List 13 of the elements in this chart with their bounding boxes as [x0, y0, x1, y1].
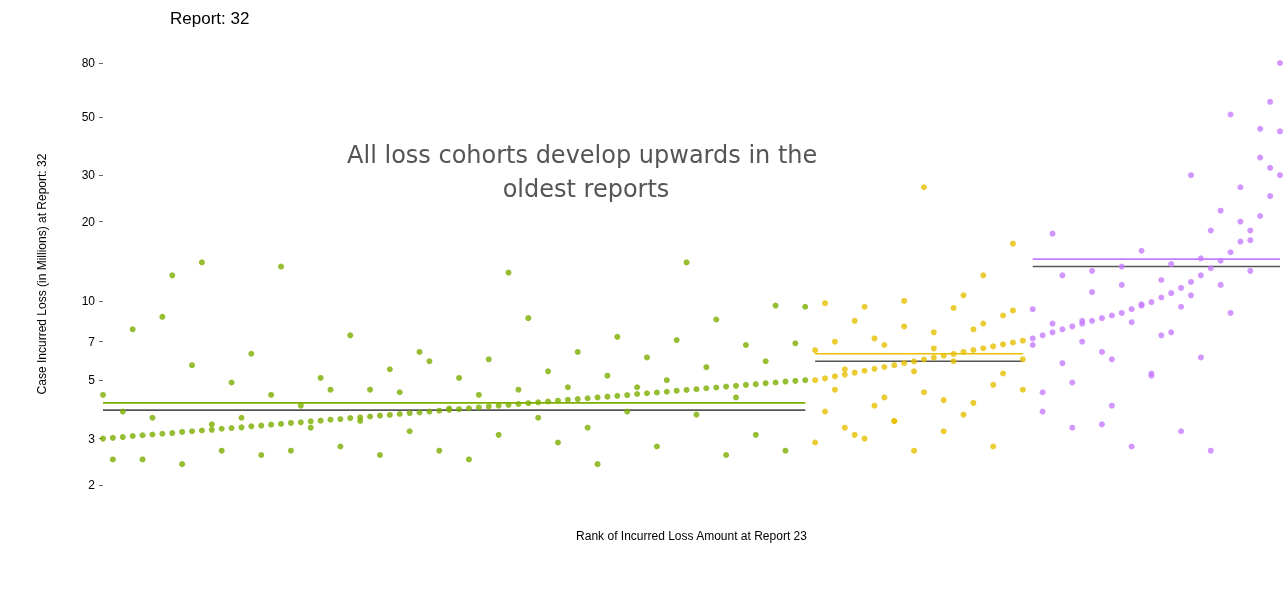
- y-tick-label: 80: [81, 56, 96, 70]
- annotation: All loss cohorts develop upwards in the oldest reports: [347, 141, 825, 203]
- y-tick-label: 3: [88, 431, 96, 446]
- y-tick-label: 2: [88, 478, 96, 492]
- chart-title: Report: 32: [170, 9, 250, 28]
- y-tick-label: 50: [81, 109, 96, 124]
- y-axis-title: Case Incurred Loss (in Millions) at Report: 32: [35, 153, 49, 395]
- y-tick-label: 20: [81, 214, 96, 229]
- y-tick-label: 10: [81, 293, 96, 308]
- y-tick-label: 30: [81, 168, 96, 183]
- x-axis-title: Rank of Incurred Loss Amount at Report 23: [576, 529, 808, 543]
- y-tick-label: 5: [88, 373, 96, 388]
- y-tick-label: 7: [88, 334, 96, 349]
